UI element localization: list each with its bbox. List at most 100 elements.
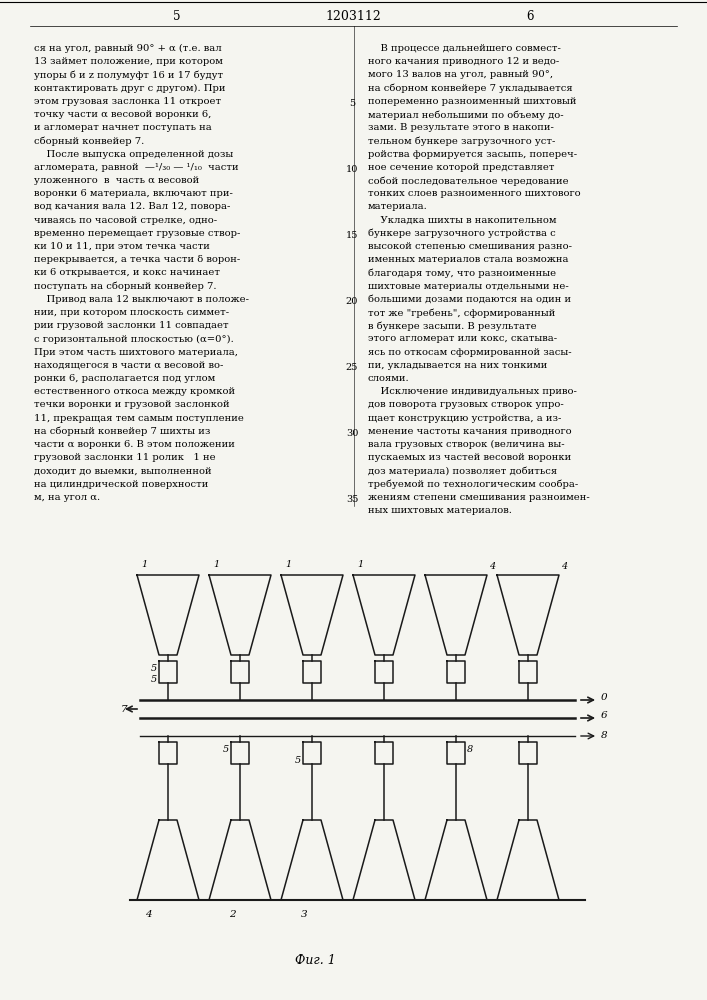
Text: 10: 10: [346, 165, 358, 174]
Text: слоями.: слоями.: [368, 374, 409, 383]
Text: вод качания вала 12. Вал 12, повора-: вод качания вала 12. Вал 12, повора-: [34, 202, 230, 211]
Text: 15: 15: [346, 231, 358, 240]
Text: 6: 6: [601, 710, 607, 720]
Text: 4: 4: [561, 562, 567, 571]
Text: сборный конвейер 7.: сборный конвейер 7.: [34, 136, 144, 146]
Text: агломерата, равной  —¹/₃₀ — ¹/₁₀  части: агломерата, равной —¹/₃₀ — ¹/₁₀ части: [34, 163, 239, 172]
Text: находящегося в части α весовой во-: находящегося в части α весовой во-: [34, 361, 223, 370]
Text: в бункере засыпи. В результате: в бункере засыпи. В результате: [368, 321, 537, 331]
Text: 11, прекращая тем самым поступление: 11, прекращая тем самым поступление: [34, 414, 244, 423]
Text: части α воронки 6. В этом положении: части α воронки 6. В этом положении: [34, 440, 235, 449]
Text: большими дозами подаются на один и: большими дозами подаются на один и: [368, 295, 571, 304]
Text: рии грузовой заслонки 11 совпадает: рии грузовой заслонки 11 совпадает: [34, 321, 228, 330]
Text: ное сечение которой представляет: ное сечение которой представляет: [368, 163, 554, 172]
Text: ся на угол, равный 90° + α (т.е. вал: ся на угол, равный 90° + α (т.е. вал: [34, 44, 221, 53]
Text: Фиг. 1: Фиг. 1: [295, 954, 335, 966]
Text: тельном бункере загрузочного уст-: тельном бункере загрузочного уст-: [368, 136, 556, 146]
Text: поступать на сборный конвейер 7.: поступать на сборный конвейер 7.: [34, 282, 216, 291]
Text: 5: 5: [223, 745, 229, 754]
Text: 35: 35: [346, 495, 358, 504]
Text: материала.: материала.: [368, 202, 428, 211]
Text: требуемой по технологическим сообра-: требуемой по технологическим сообра-: [368, 480, 578, 489]
Text: 1: 1: [357, 560, 363, 569]
Text: шихтовые материалы отдельными не-: шихтовые материалы отдельными не-: [368, 282, 568, 291]
Text: собой последовательное чередование: собой последовательное чередование: [368, 176, 568, 186]
Text: ки 6 открывается, и кокс начинает: ки 6 открывается, и кокс начинает: [34, 268, 220, 277]
Text: доходит до выемки, выполненной: доходит до выемки, выполненной: [34, 466, 211, 475]
Text: 5: 5: [151, 664, 157, 673]
Text: 7: 7: [120, 704, 127, 714]
Text: нии, при котором плоскость симмет-: нии, при котором плоскость симмет-: [34, 308, 229, 317]
Text: уложенного  в  часть α весовой: уложенного в часть α весовой: [34, 176, 199, 185]
Text: воронки 6 материала, включают при-: воронки 6 материала, включают при-: [34, 189, 233, 198]
Text: При этом часть шихтового материала,: При этом часть шихтового материала,: [34, 348, 238, 357]
Text: В процессе дальнейшего совмест-: В процессе дальнейшего совмест-: [368, 44, 561, 53]
Text: ки 10 и 11, при этом течка части: ки 10 и 11, при этом течка части: [34, 242, 210, 251]
Text: мого 13 валов на угол, равный 90°,: мого 13 валов на угол, равный 90°,: [368, 70, 553, 79]
Text: доз материала) позволяет добиться: доз материала) позволяет добиться: [368, 466, 557, 476]
Text: с горизонтальной плоскостью (α=0°).: с горизонтальной плоскостью (α=0°).: [34, 334, 234, 344]
Text: на сборном конвейере 7 укладывается: на сборном конвейере 7 укладывается: [368, 84, 573, 93]
Text: тот же "гребень", сформированный: тот же "гребень", сформированный: [368, 308, 556, 318]
Text: 1: 1: [213, 560, 219, 569]
Text: 30: 30: [346, 429, 358, 438]
Text: 20: 20: [346, 297, 358, 306]
Text: 1: 1: [285, 560, 291, 569]
Text: течки воронки и грузовой заслонкой: течки воронки и грузовой заслонкой: [34, 400, 230, 409]
Text: высокой степенью смешивания разно-: высокой степенью смешивания разно-: [368, 242, 572, 251]
Text: временно перемещает грузовые створ-: временно перемещает грузовые створ-: [34, 229, 240, 238]
Text: на сборный конвейер 7 шихты из: на сборный конвейер 7 шихты из: [34, 427, 211, 436]
Text: 6: 6: [526, 9, 534, 22]
Text: ного качания приводного 12 и ведо-: ного качания приводного 12 и ведо-: [368, 57, 559, 66]
Text: именных материалов стала возможна: именных материалов стала возможна: [368, 255, 568, 264]
Text: 2: 2: [228, 910, 235, 919]
Text: грузовой заслонки 11 ролик   1 не: грузовой заслонки 11 ролик 1 не: [34, 453, 216, 462]
Text: 1: 1: [141, 560, 147, 569]
Text: на цилиндрической поверхности: на цилиндрической поверхности: [34, 480, 209, 489]
Text: 3: 3: [300, 910, 308, 919]
Text: контактировать друг с другом). При: контактировать друг с другом). При: [34, 84, 226, 93]
Text: благодаря тому, что разноименные: благодаря тому, что разноименные: [368, 268, 556, 278]
Text: ройства формируется засыпь, попереч-: ройства формируется засыпь, попереч-: [368, 150, 577, 159]
Text: 8: 8: [467, 745, 473, 754]
Text: 1203112: 1203112: [325, 9, 381, 22]
Text: попеременно разноименный шихтовый: попеременно разноименный шихтовый: [368, 97, 576, 106]
Text: упоры б и z полумуфт 16 и 17 будут: упоры б и z полумуфт 16 и 17 будут: [34, 70, 223, 80]
Text: Привод вала 12 выключают в положе-: Привод вала 12 выключают в положе-: [34, 295, 249, 304]
Text: чиваясь по часовой стрелке, одно-: чиваясь по часовой стрелке, одно-: [34, 216, 217, 225]
Text: После выпуска определенной дозы: После выпуска определенной дозы: [34, 150, 233, 159]
Text: тонких слоев разноименного шихтового: тонких слоев разноименного шихтового: [368, 189, 580, 198]
Text: пи, укладывается на них тонкими: пи, укладывается на них тонкими: [368, 361, 547, 370]
Text: м, на угол α.: м, на угол α.: [34, 493, 100, 502]
Text: 13 займет положение, при котором: 13 займет положение, при котором: [34, 57, 223, 66]
Text: Исключение индивидуальных приво-: Исключение индивидуальных приво-: [368, 387, 577, 396]
Text: естественного откоса между кромкой: естественного откоса между кромкой: [34, 387, 235, 396]
Text: дов поворота грузовых створок упро-: дов поворота грузовых створок упро-: [368, 400, 563, 409]
Text: ных шихтовых материалов.: ных шихтовых материалов.: [368, 506, 512, 515]
Text: жениям степени смешивания разноимен-: жениям степени смешивания разноимен-: [368, 493, 590, 502]
Text: зами. В результате этого в накопи-: зами. В результате этого в накопи-: [368, 123, 554, 132]
Text: вала грузовых створок (величина вы-: вала грузовых створок (величина вы-: [368, 440, 565, 449]
Text: материал небольшими по объему до-: материал небольшими по объему до-: [368, 110, 563, 119]
Text: бункере загрузочного устройства с: бункере загрузочного устройства с: [368, 229, 556, 238]
Text: 8: 8: [601, 730, 607, 740]
Text: 4: 4: [489, 562, 495, 571]
Text: 5: 5: [295, 756, 301, 765]
Text: менение частоты качания приводного: менение частоты качания приводного: [368, 427, 572, 436]
Text: этого агломерат или кокс, скатыва-: этого агломерат или кокс, скатыва-: [368, 334, 557, 343]
Text: перекрывается, а течка части δ ворон-: перекрывается, а течка части δ ворон-: [34, 255, 240, 264]
Text: 5: 5: [349, 99, 355, 108]
Text: 25: 25: [346, 363, 358, 372]
Text: пускаемых из частей весовой воронки: пускаемых из частей весовой воронки: [368, 453, 571, 462]
Text: Укладка шихты в накопительном: Укладка шихты в накопительном: [368, 216, 556, 225]
Text: и агломерат начнет поступать на: и агломерат начнет поступать на: [34, 123, 212, 132]
Text: 5: 5: [173, 9, 181, 22]
Text: этом грузовая заслонка 11 откроет: этом грузовая заслонка 11 откроет: [34, 97, 221, 106]
Text: 0: 0: [601, 692, 607, 702]
Text: ронки 6, располагается под углом: ронки 6, располагается под углом: [34, 374, 215, 383]
Text: 4: 4: [145, 910, 151, 919]
Text: ясь по откосам сформированной засы-: ясь по откосам сформированной засы-: [368, 348, 572, 357]
Text: щает конструкцию устройства, а из-: щает конструкцию устройства, а из-: [368, 414, 561, 423]
Text: точку части α весовой воронки 6,: точку части α весовой воронки 6,: [34, 110, 211, 119]
Text: 5: 5: [151, 675, 157, 684]
